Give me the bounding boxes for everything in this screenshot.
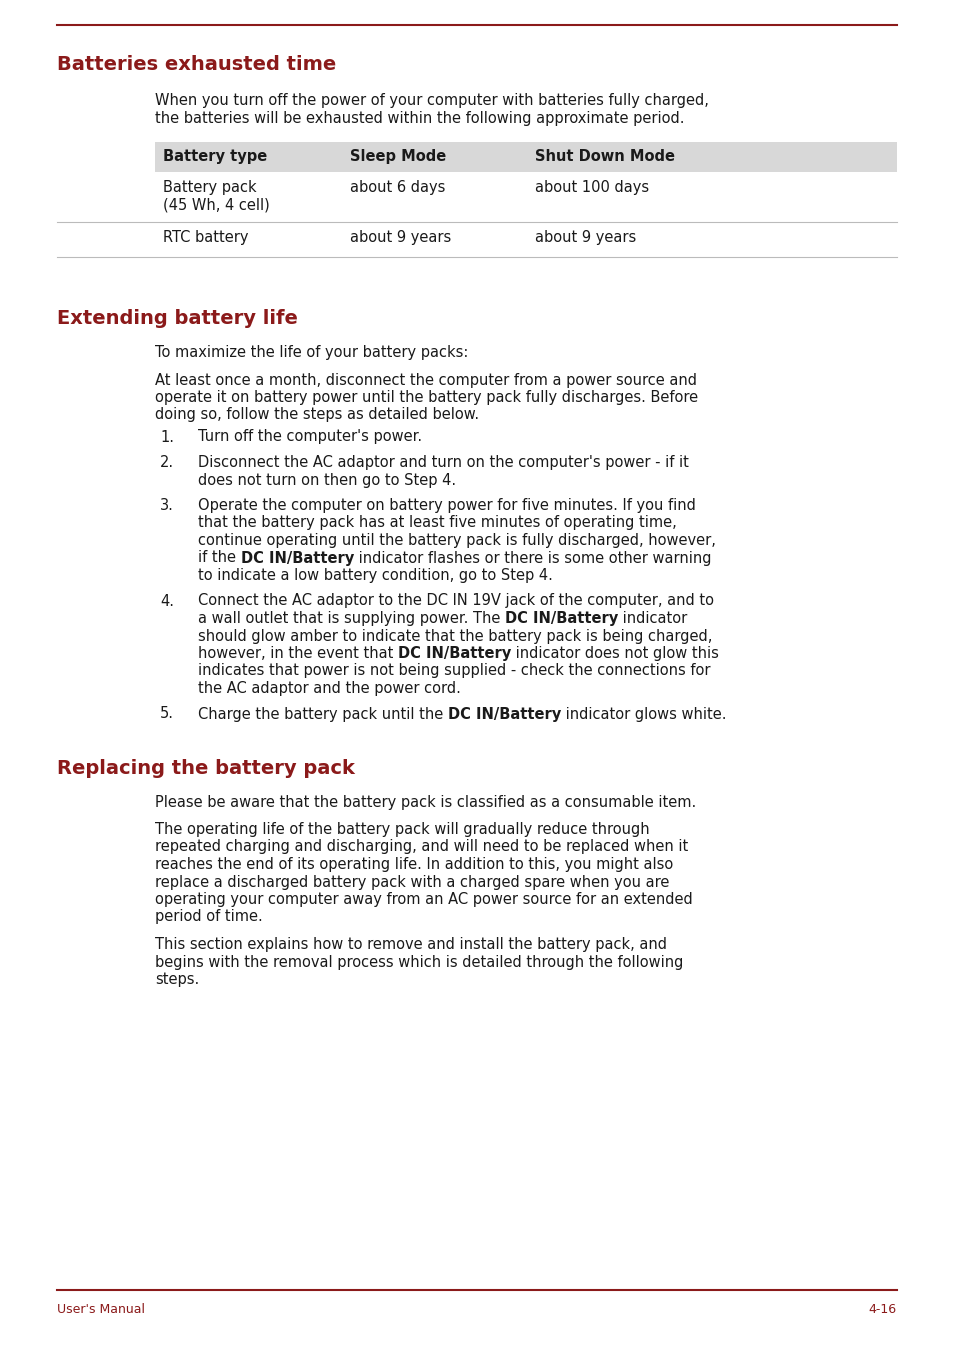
Text: Sleep Mode: Sleep Mode — [350, 149, 446, 164]
Text: DC IN/Battery: DC IN/Battery — [397, 646, 511, 660]
Text: indicates that power is not being supplied - check the connections for: indicates that power is not being suppli… — [198, 663, 710, 678]
Text: DC IN/Battery: DC IN/Battery — [240, 550, 354, 565]
Text: 2.: 2. — [160, 455, 174, 469]
Text: repeated charging and discharging, and will need to be replaced when it: repeated charging and discharging, and w… — [154, 839, 687, 854]
Text: The operating life of the battery pack will gradually reduce through: The operating life of the battery pack w… — [154, 822, 649, 837]
Text: 3.: 3. — [160, 498, 173, 512]
Bar — [154, 143, 896, 172]
Text: Battery pack: Battery pack — [163, 180, 256, 195]
Text: the AC adaptor and the power cord.: the AC adaptor and the power cord. — [198, 681, 460, 695]
Text: Batteries exhausted time: Batteries exhausted time — [57, 55, 335, 74]
Text: to indicate a low battery condition, go to Step 4.: to indicate a low battery condition, go … — [198, 568, 553, 582]
Text: DC IN/Battery: DC IN/Battery — [504, 611, 618, 625]
Text: Connect the AC adaptor to the DC IN 19V jack of the computer, and to: Connect the AC adaptor to the DC IN 19V … — [198, 593, 713, 608]
Text: that the battery pack has at least five minutes of operating time,: that the battery pack has at least five … — [198, 515, 676, 530]
Text: doing so, follow the steps as detailed below.: doing so, follow the steps as detailed b… — [154, 408, 478, 422]
Text: operate it on battery power until the battery pack fully discharges. Before: operate it on battery power until the ba… — [154, 390, 698, 405]
Text: about 9 years: about 9 years — [535, 230, 636, 245]
Text: Extending battery life: Extending battery life — [57, 309, 297, 328]
Text: 4.: 4. — [160, 593, 173, 608]
Text: 4-16: 4-16 — [868, 1303, 896, 1315]
Text: does not turn on then go to Step 4.: does not turn on then go to Step 4. — [198, 472, 456, 487]
Text: (45 Wh, 4 cell): (45 Wh, 4 cell) — [163, 198, 270, 213]
Text: indicator flashes or there is some other warning: indicator flashes or there is some other… — [354, 550, 711, 565]
Text: Charge the battery pack until the: Charge the battery pack until the — [198, 706, 447, 721]
Text: DC IN/Battery: DC IN/Battery — [447, 706, 560, 721]
Text: Replacing the battery pack: Replacing the battery pack — [57, 759, 355, 777]
Text: Shut Down Mode: Shut Down Mode — [535, 149, 675, 164]
Text: When you turn off the power of your computer with batteries fully charged,: When you turn off the power of your comp… — [154, 93, 708, 108]
Text: Operate the computer on battery power for five minutes. If you find: Operate the computer on battery power fo… — [198, 498, 695, 512]
Text: RTC battery: RTC battery — [163, 230, 248, 245]
Text: 5.: 5. — [160, 706, 173, 721]
Text: User's Manual: User's Manual — [57, 1303, 145, 1315]
Text: if the: if the — [198, 550, 240, 565]
Text: reaches the end of its operating life. In addition to this, you might also: reaches the end of its operating life. I… — [154, 857, 673, 872]
Text: about 100 days: about 100 days — [535, 180, 648, 195]
Text: indicator does not glow this: indicator does not glow this — [511, 646, 719, 660]
Text: about 6 days: about 6 days — [350, 180, 445, 195]
Text: 1.: 1. — [160, 429, 173, 444]
Text: Turn off the computer's power.: Turn off the computer's power. — [198, 429, 421, 444]
Text: To maximize the life of your battery packs:: To maximize the life of your battery pac… — [154, 346, 468, 360]
Text: indicator: indicator — [618, 611, 687, 625]
Text: about 9 years: about 9 years — [350, 230, 451, 245]
Text: steps.: steps. — [154, 972, 199, 987]
Text: This section explains how to remove and install the battery pack, and: This section explains how to remove and … — [154, 937, 666, 952]
Text: the batteries will be exhausted within the following approximate period.: the batteries will be exhausted within t… — [154, 110, 684, 125]
Text: At least once a month, disconnect the computer from a power source and: At least once a month, disconnect the co… — [154, 373, 697, 387]
Text: indicator glows white.: indicator glows white. — [560, 706, 726, 721]
Text: replace a discharged battery pack with a charged spare when you are: replace a discharged battery pack with a… — [154, 874, 669, 889]
Text: should glow amber to indicate that the battery pack is being charged,: should glow amber to indicate that the b… — [198, 628, 712, 643]
Text: begins with the removal process which is detailed through the following: begins with the removal process which is… — [154, 955, 682, 970]
Text: operating your computer away from an AC power source for an extended: operating your computer away from an AC … — [154, 892, 692, 907]
Text: Disconnect the AC adaptor and turn on the computer's power - if it: Disconnect the AC adaptor and turn on th… — [198, 455, 688, 469]
Text: period of time.: period of time. — [154, 909, 262, 924]
Text: Battery type: Battery type — [163, 149, 267, 164]
Text: a wall outlet that is supplying power. The: a wall outlet that is supplying power. T… — [198, 611, 504, 625]
Text: Please be aware that the battery pack is classified as a consumable item.: Please be aware that the battery pack is… — [154, 795, 696, 810]
Text: however, in the event that: however, in the event that — [198, 646, 397, 660]
Text: continue operating until the battery pack is fully discharged, however,: continue operating until the battery pac… — [198, 533, 715, 547]
